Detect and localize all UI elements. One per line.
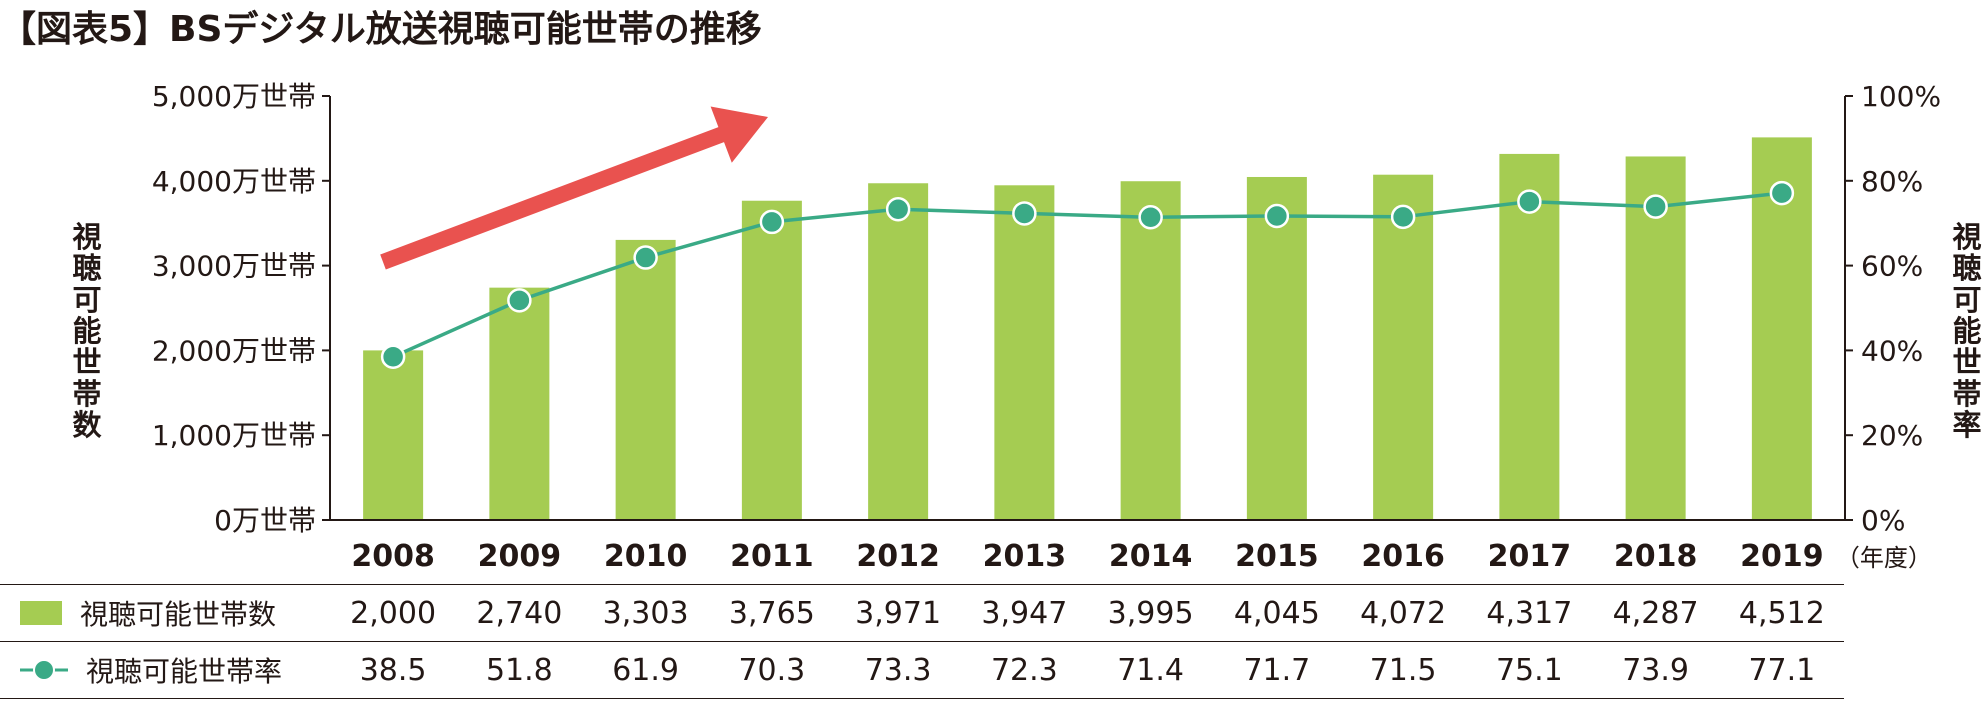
table-cell: 77.1 (1748, 652, 1816, 688)
y-left-tick-label: 2,000万世帯 (152, 334, 316, 367)
table-cell: 3,971 (855, 595, 942, 631)
trend-arrow-icon (380, 106, 768, 270)
table-row: 視聴可能世帯率 38.5 51.8 61.9 70.3 73.3 72.3 71.4 71.7… (0, 642, 1844, 699)
table-cell: 4,512 (1738, 595, 1825, 631)
bar (1373, 174, 1434, 520)
y-right-tick-label: 60% (1861, 250, 1923, 283)
x-tick-label: 2014 (1109, 539, 1193, 574)
x-tick-label: 2010 (604, 539, 688, 574)
table-cell: 2,000 (350, 595, 437, 631)
bar (363, 350, 424, 520)
rate-point (507, 288, 532, 313)
table-cell: 61.9 (612, 652, 680, 688)
table-cell: 2,740 (476, 595, 563, 631)
y-left-tick-label: 5,000万世帯 (152, 80, 316, 113)
table-cell: 3,995 (1107, 595, 1194, 631)
rate-line (392, 191, 1783, 359)
table-cell: 72.3 (990, 652, 1058, 688)
table-cell: 3,765 (728, 595, 815, 631)
bar-series-name: 視聴可能世帯数 (80, 598, 277, 631)
left-axis-title: 視聴可能世帯数 (72, 220, 102, 442)
table-cell: 71.7 (1243, 652, 1311, 688)
table-cell: 75.1 (1495, 652, 1563, 688)
y-left-tick-label: 0万世帯 (214, 504, 316, 537)
table-row: 視聴可能世帯数 2,000 2,740 3,303 3,765 3,971 3,947 3,… (0, 584, 1844, 642)
x-tick-label: 2009 (478, 539, 562, 574)
rate-point (885, 196, 911, 222)
bar (1120, 181, 1181, 520)
x-tick-label: 2017 (1488, 539, 1572, 574)
table-cell: 4,045 (1233, 595, 1320, 631)
table-cell: 3,303 (602, 595, 689, 631)
rate-point (380, 344, 406, 370)
bar (868, 183, 929, 520)
x-tick-label: 2012 (856, 539, 940, 574)
y-right-tick-label: 20% (1861, 419, 1923, 452)
rate-point (1643, 194, 1668, 219)
chart-title: 【図表5】BSデジタル放送視聴可能世帯の推移 (0, 9, 762, 50)
rate-point (1390, 204, 1416, 230)
x-axis-unit: （年度） (1836, 544, 1932, 572)
table-cell: 71.5 (1369, 652, 1437, 688)
y-right-tick-label: 100% (1861, 80, 1941, 113)
combo-chart: 0万世帯 1,000万世帯 2,000万世帯 3,000万世帯 4,000万世帯 5,00… (152, 80, 1941, 574)
rate-point (633, 245, 658, 270)
table-cell: 3,947 (981, 595, 1068, 631)
x-tick-label: 2018 (1614, 539, 1698, 574)
x-tick-label: 2016 (1361, 539, 1445, 574)
data-table: 視聴可能世帯数 2,000 2,740 3,303 3,765 3,971 3,947 3,… (0, 584, 1844, 699)
x-tick-label: 2019 (1740, 539, 1824, 574)
y-right-tick-label: 0% (1861, 504, 1905, 537)
table-cell: 4,287 (1612, 595, 1699, 631)
rate-point (1012, 201, 1037, 226)
table-row-label: 視聴可能世帯率 (20, 642, 282, 698)
rate-point (1138, 205, 1163, 230)
table-cell: 4,317 (1486, 595, 1573, 631)
y-right-tick-label: 80% (1861, 165, 1923, 198)
x-tick-label: 2013 (983, 539, 1067, 574)
table-cell: 73.3 (864, 652, 932, 688)
table-cell: 73.9 (1622, 652, 1690, 688)
rate-point (1517, 189, 1542, 214)
rate-point (759, 209, 785, 235)
bar (489, 287, 550, 520)
y-left-tick-label: 4,000万世帯 (152, 165, 316, 198)
table-row-label: 視聴可能世帯数 (20, 585, 276, 641)
line-series-name: 視聴可能世帯率 (86, 655, 283, 688)
x-tick-label: 2008 (351, 539, 435, 574)
table-cell: 71.4 (1117, 652, 1185, 688)
bar (994, 185, 1055, 520)
x-tick-label: 2011 (730, 539, 814, 574)
bar (1499, 153, 1560, 520)
y-left-tick-label: 3,000万世帯 (152, 250, 316, 283)
table-cell: 70.3 (738, 652, 806, 688)
table-cell: 51.8 (485, 652, 553, 688)
rate-point (1264, 203, 1290, 229)
rate-point (1769, 180, 1795, 206)
bar (1246, 176, 1307, 520)
right-axis-title: 視聴可能世帯率 (1952, 220, 1982, 442)
bar-legend-swatch (20, 601, 62, 625)
bar (741, 200, 802, 520)
bar (615, 239, 676, 521)
table-cell: 4,072 (1360, 595, 1447, 631)
line-legend-swatch (20, 659, 68, 681)
table-cell: 38.5 (359, 652, 427, 688)
y-left-tick-label: 1,000万世帯 (152, 419, 316, 452)
x-tick-label: 2015 (1235, 539, 1319, 574)
y-right-tick-label: 40% (1861, 334, 1923, 367)
